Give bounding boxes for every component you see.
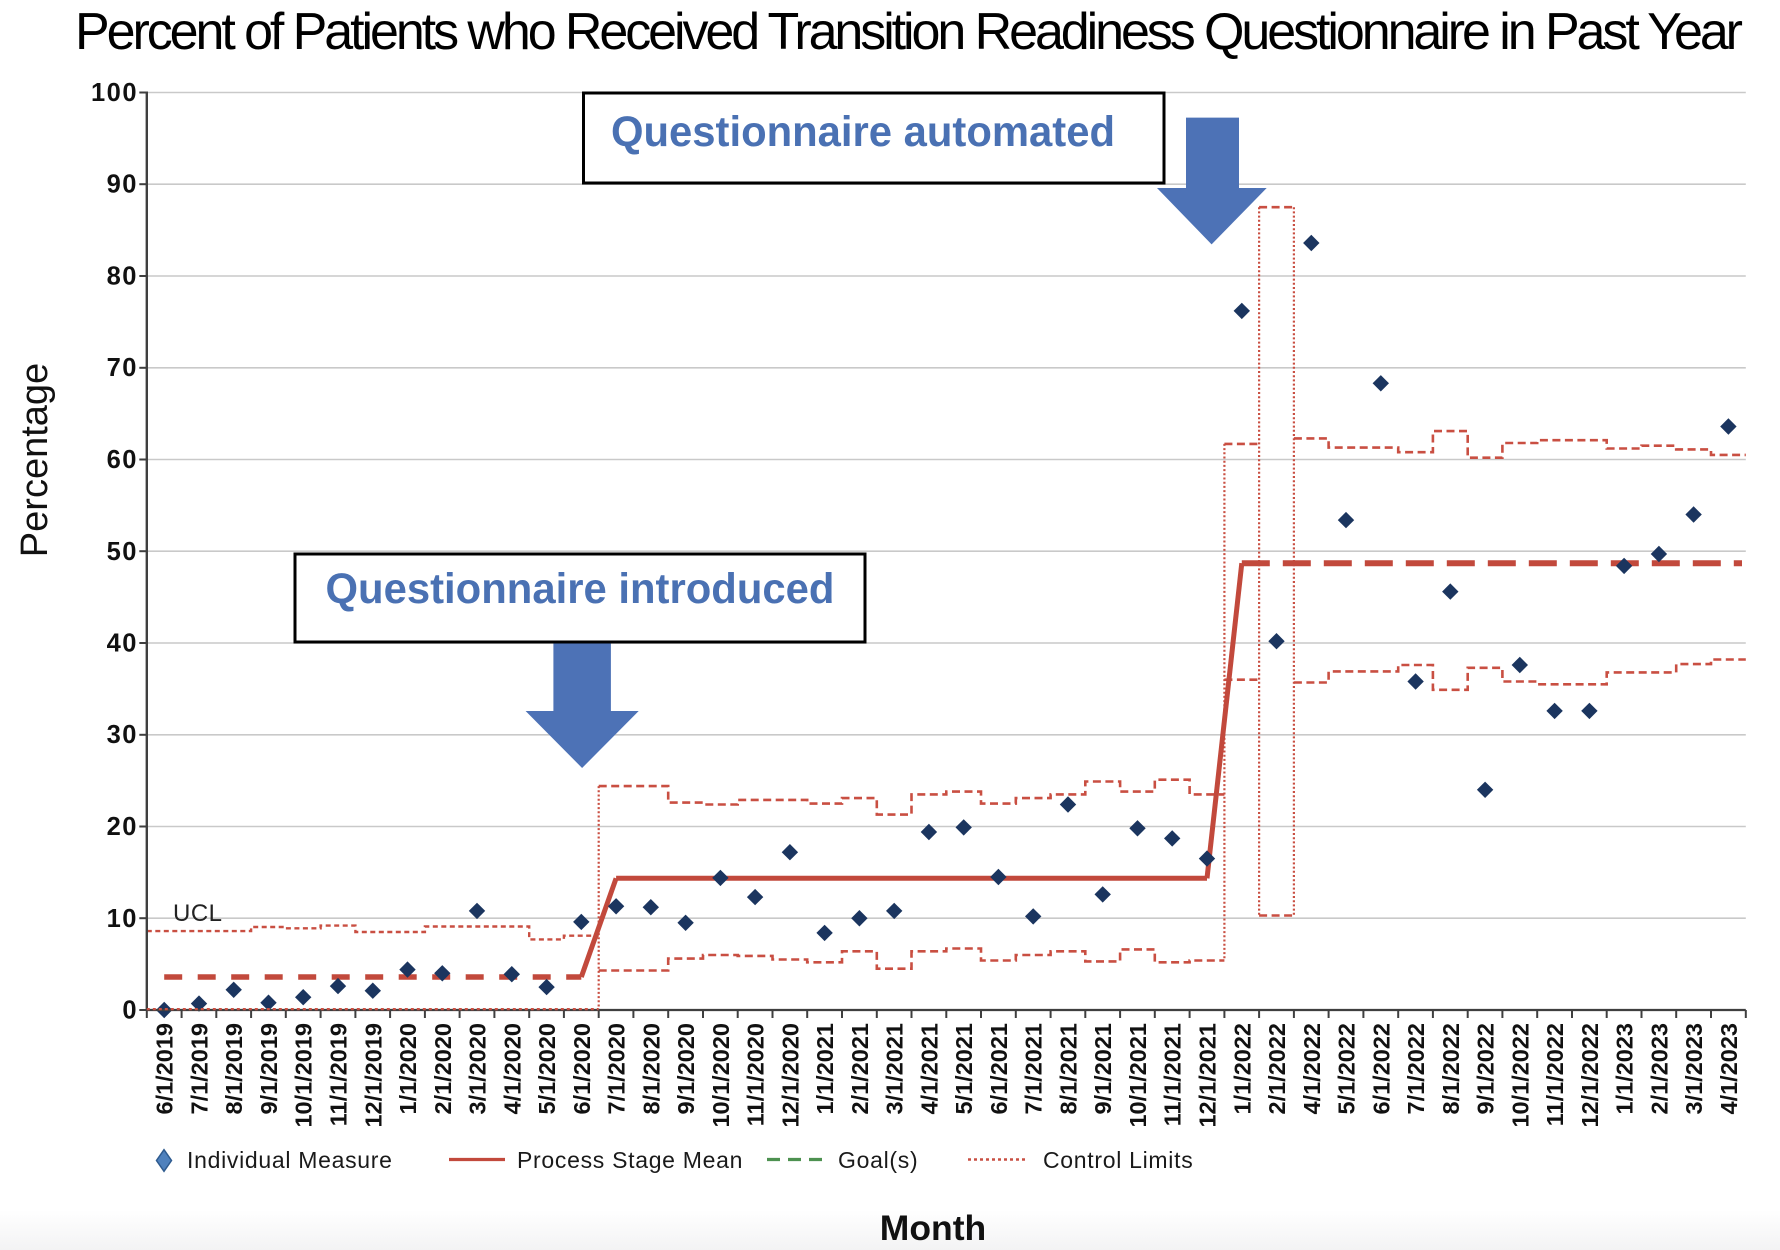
- svg-text:6/1/2019: 6/1/2019: [152, 1023, 178, 1114]
- svg-text:3/1/2023: 3/1/2023: [1681, 1023, 1707, 1114]
- svg-text:11/1/2022: 11/1/2022: [1542, 1023, 1568, 1126]
- svg-text:12/1/2021: 12/1/2021: [1195, 1023, 1221, 1128]
- svg-text:0: 0: [122, 997, 138, 1025]
- svg-text:6/1/2020: 6/1/2020: [569, 1023, 595, 1114]
- svg-text:11/1/2020: 11/1/2020: [743, 1023, 769, 1126]
- svg-text:Process Stage Mean: Process Stage Mean: [517, 1147, 743, 1173]
- svg-text:1/1/2022: 1/1/2022: [1229, 1023, 1255, 1114]
- svg-text:5/1/2020: 5/1/2020: [534, 1023, 560, 1114]
- svg-text:9/1/2021: 9/1/2021: [1090, 1023, 1116, 1114]
- svg-text:10: 10: [107, 905, 138, 933]
- svg-text:12/1/2022: 12/1/2022: [1577, 1023, 1603, 1128]
- svg-text:2/1/2022: 2/1/2022: [1264, 1023, 1290, 1114]
- svg-text:100: 100: [91, 79, 138, 107]
- svg-text:UCL: UCL: [173, 900, 223, 927]
- svg-text:Control Limits: Control Limits: [1043, 1147, 1193, 1173]
- svg-text:8/1/2022: 8/1/2022: [1438, 1023, 1464, 1114]
- svg-text:7/1/2021: 7/1/2021: [1021, 1023, 1047, 1114]
- svg-text:Questionnaire introduced: Questionnaire introduced: [326, 565, 835, 613]
- svg-text:90: 90: [107, 171, 138, 199]
- svg-text:1/1/2021: 1/1/2021: [812, 1023, 838, 1114]
- svg-text:70: 70: [107, 354, 138, 382]
- svg-text:3/1/2021: 3/1/2021: [882, 1023, 908, 1114]
- svg-text:80: 80: [107, 263, 138, 291]
- svg-text:5/1/2021: 5/1/2021: [951, 1023, 977, 1114]
- svg-text:3/1/2020: 3/1/2020: [465, 1023, 491, 1114]
- svg-text:30: 30: [107, 721, 138, 749]
- svg-text:6/1/2022: 6/1/2022: [1368, 1023, 1394, 1114]
- svg-text:1/1/2023: 1/1/2023: [1612, 1023, 1638, 1114]
- svg-text:4/1/2022: 4/1/2022: [1299, 1023, 1325, 1114]
- svg-text:9/1/2019: 9/1/2019: [256, 1023, 282, 1114]
- svg-text:4/1/2020: 4/1/2020: [499, 1023, 525, 1114]
- svg-text:4/1/2023: 4/1/2023: [1716, 1023, 1742, 1114]
- svg-text:11/1/2021: 11/1/2021: [1160, 1023, 1186, 1126]
- svg-text:1/1/2020: 1/1/2020: [395, 1023, 421, 1114]
- svg-text:4/1/2021: 4/1/2021: [916, 1023, 942, 1114]
- svg-text:12/1/2019: 12/1/2019: [360, 1023, 386, 1128]
- svg-text:8/1/2019: 8/1/2019: [221, 1023, 247, 1114]
- svg-text:11/1/2019: 11/1/2019: [326, 1023, 352, 1126]
- svg-text:Questionnaire automated: Questionnaire automated: [611, 108, 1115, 156]
- svg-text:7/1/2019: 7/1/2019: [187, 1023, 213, 1114]
- svg-text:5/1/2022: 5/1/2022: [1334, 1023, 1360, 1114]
- svg-text:10/1/2021: 10/1/2021: [1125, 1023, 1151, 1128]
- svg-text:20: 20: [107, 813, 138, 841]
- svg-text:8/1/2020: 8/1/2020: [638, 1023, 664, 1114]
- svg-text:Individual Measure: Individual Measure: [187, 1147, 393, 1173]
- svg-text:6/1/2021: 6/1/2021: [986, 1023, 1012, 1114]
- svg-text:7/1/2022: 7/1/2022: [1403, 1023, 1429, 1114]
- svg-text:12/1/2020: 12/1/2020: [777, 1023, 803, 1128]
- svg-text:2/1/2023: 2/1/2023: [1646, 1023, 1672, 1114]
- svg-text:9/1/2022: 9/1/2022: [1473, 1023, 1499, 1114]
- svg-text:10/1/2019: 10/1/2019: [291, 1023, 317, 1128]
- svg-text:2/1/2021: 2/1/2021: [847, 1023, 873, 1114]
- svg-text:Percent of Patients who Receiv: Percent of Patients who Received Transit…: [75, 3, 1743, 61]
- svg-text:Percentage: Percentage: [14, 363, 56, 557]
- svg-text:10/1/2022: 10/1/2022: [1507, 1023, 1533, 1128]
- svg-text:10/1/2020: 10/1/2020: [708, 1023, 734, 1128]
- svg-text:9/1/2020: 9/1/2020: [673, 1023, 699, 1114]
- svg-text:Month: Month: [880, 1208, 986, 1248]
- svg-text:50: 50: [107, 538, 138, 566]
- svg-text:40: 40: [107, 630, 138, 658]
- svg-text:8/1/2021: 8/1/2021: [1056, 1023, 1082, 1114]
- svg-text:60: 60: [107, 446, 138, 474]
- svg-text:2/1/2020: 2/1/2020: [430, 1023, 456, 1114]
- svg-text:7/1/2020: 7/1/2020: [604, 1023, 630, 1114]
- svg-text:Goal(s): Goal(s): [838, 1147, 918, 1173]
